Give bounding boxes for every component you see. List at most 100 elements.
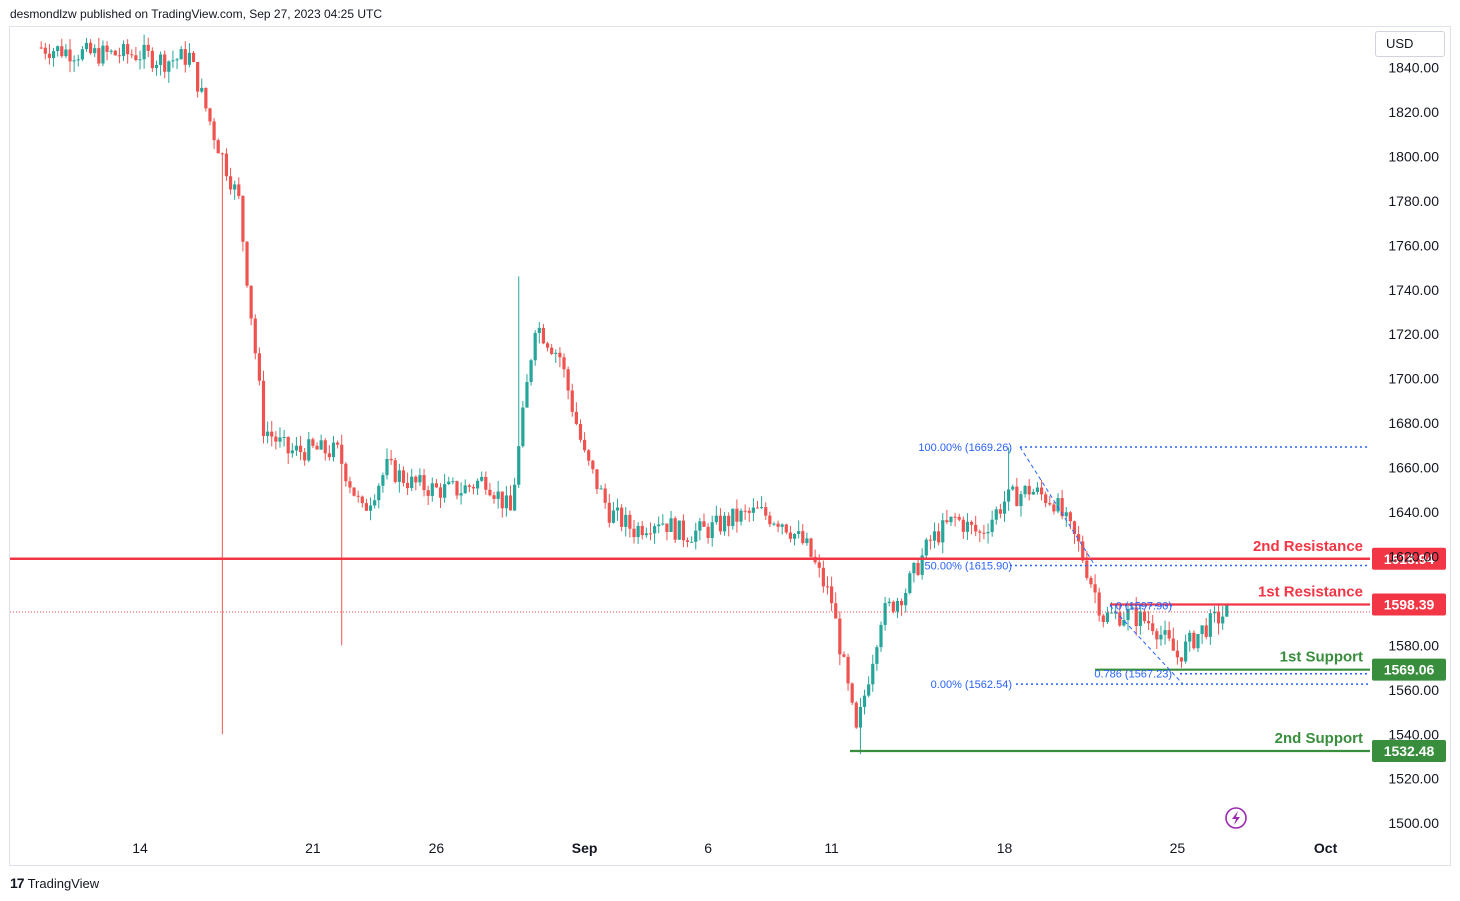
candle-body-191 [825,586,830,588]
candle-body-135 [595,469,599,490]
candle-body-68 [319,440,323,450]
candle-body-218 [937,531,941,543]
candle-body-195 [842,654,846,657]
candle-body-107 [480,476,484,481]
candle-body-70 [327,453,331,458]
candle-body-142 [624,514,628,527]
candle-body-157 [685,540,690,542]
candle-body-48 [237,184,241,197]
candle-body-172 [747,510,751,513]
candle-body-14 [97,48,101,64]
x-tick-4: 6 [704,840,712,856]
candle-body-243 [1039,487,1044,495]
candle-body-198 [854,702,858,728]
candle-body-118 [525,382,529,408]
candle-body-66 [311,439,315,446]
candle-body-167 [727,515,731,527]
candle-body-122 [541,327,546,344]
candle-body-181 [784,524,788,533]
candle-body-224 [961,519,965,532]
candle-body-123 [545,343,550,348]
candle-body-82 [377,485,381,501]
candle-body-160 [698,521,702,531]
candle-body-139 [611,510,616,523]
candle-body-275 [1171,638,1175,651]
candle-body-211 [908,573,912,593]
candle-body-147 [644,533,648,536]
candle-body-131 [578,423,583,440]
candle-body-153 [669,518,673,532]
candle-body-193 [834,603,838,619]
candle-body-233 [998,509,1002,514]
lightning-icon[interactable] [1225,807,1247,829]
candle-body-106 [475,480,480,489]
candle-body-182 [788,532,793,539]
candle-body-281 [1196,634,1200,649]
candle-body-258 [1101,615,1105,623]
candle-body-223 [957,516,961,520]
fib-label-2: 0.00% (1562.54) [931,679,1012,691]
candle-body-8 [72,60,76,62]
y-tick-15: 1520.00 [1388,771,1439,787]
candle-body-158 [690,541,694,543]
candle-body-208 [895,600,900,612]
candle-body-270 [1151,623,1155,632]
candle-body-93 [422,475,426,491]
candle-body-91 [414,476,418,483]
candle-body-120 [533,332,537,361]
candle-body-71 [331,442,336,458]
candle-body-89 [405,482,410,489]
candle-body-6 [64,49,68,57]
candle-body-114 [508,495,513,511]
candle-body-229 [982,532,986,534]
candle-body-136 [599,488,603,490]
level-tag-1 [1372,593,1446,616]
candle-body-183 [792,533,797,539]
candle-body-254 [1085,560,1089,578]
candle-body-144 [632,528,636,538]
candle-body-63 [298,445,303,453]
candle-body-149 [652,526,657,534]
candle-body-36 [187,52,191,65]
candle-body-259 [1105,612,1110,623]
level-tag-2 [1372,658,1446,681]
candle-body-207 [891,601,895,612]
candle-body-100 [451,481,455,483]
candle-body-129 [570,390,574,412]
candle-body-266 [1134,607,1138,627]
candle-body-234 [1002,501,1007,514]
candle-body-115 [513,484,517,511]
level-tag-3 [1372,739,1446,762]
candle-body-162 [706,526,710,539]
currency-selector[interactable]: USD [1375,31,1445,57]
candle-body-27 [150,50,154,69]
candle-body-251 [1072,521,1077,535]
candle-body-230 [986,532,990,534]
candle-body-19 [117,55,122,57]
candle-body-155 [677,520,681,540]
candle-body-74 [344,463,348,482]
chart-frame [9,26,1451,866]
candle-body-242 [1035,487,1040,492]
candle-body-3 [51,51,56,58]
candle-body-2 [47,53,52,58]
candle-body-30 [163,54,167,72]
candle-body-32 [171,60,175,62]
x-tick-1: 21 [305,840,321,856]
candles-layer [39,34,1229,755]
candle-body-284 [1208,613,1212,637]
candle-body-146 [640,525,644,536]
candle-body-21 [126,44,130,55]
candle-body-180 [780,524,784,527]
candle-body-141 [620,507,624,527]
candle-body-127 [562,357,566,370]
candle-body-126 [558,352,562,358]
candle-body-55 [266,431,270,436]
candle-body-202 [871,663,875,685]
candle-body-109 [488,489,492,496]
candle-body-166 [722,515,727,532]
candle-body-13 [93,48,97,54]
candle-body-121 [537,327,541,333]
candle-body-64 [303,452,307,461]
